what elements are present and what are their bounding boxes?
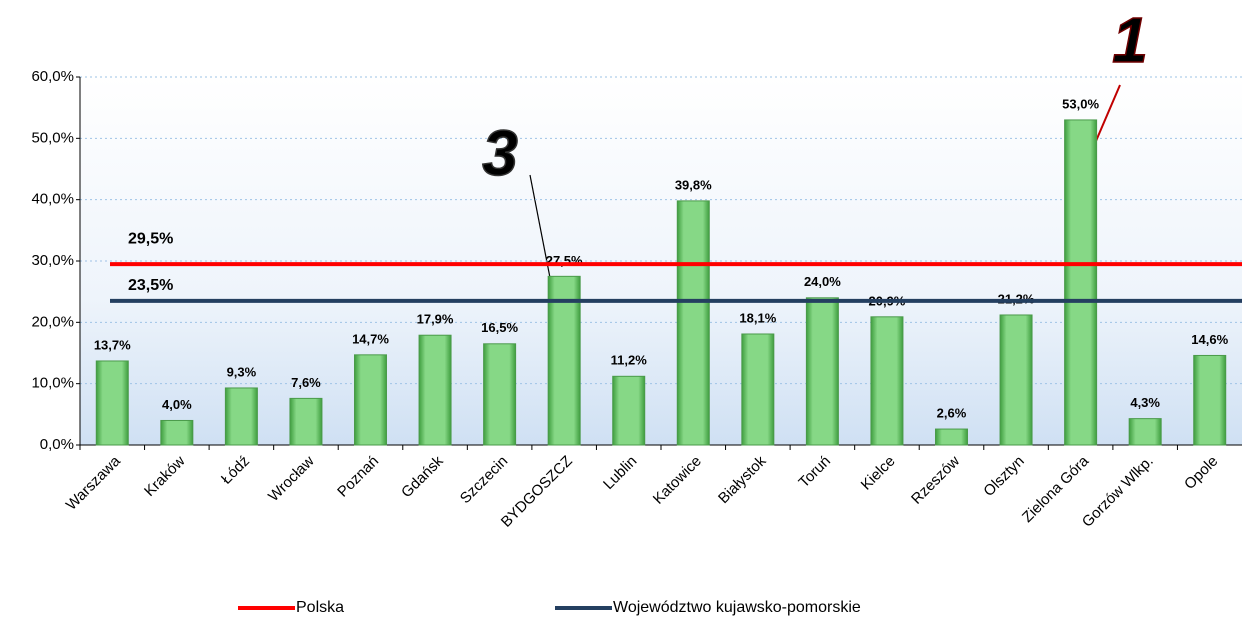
- x-tick-label: Gdańsk: [398, 452, 447, 501]
- value-label: 4,3%: [1130, 395, 1160, 410]
- value-label: 14,7%: [352, 331, 389, 346]
- bar: [1128, 418, 1162, 446]
- bar: [483, 343, 517, 446]
- reference-label: 29,5%: [128, 230, 173, 247]
- x-tick-label: Poznań: [334, 453, 382, 501]
- x-tick-label: Wrocław: [265, 452, 318, 505]
- bar: [676, 200, 710, 446]
- x-tick-label: Łódź: [218, 453, 253, 488]
- bar: [547, 275, 581, 446]
- y-tick-label: 60,0%: [31, 68, 74, 85]
- legend-label: Województwo kujawsko-pomorskie: [613, 599, 861, 616]
- annotation: 1: [1112, 4, 1148, 76]
- value-label: 39,8%: [675, 177, 712, 192]
- annotation: 3: [482, 117, 518, 189]
- value-label: 13,7%: [94, 337, 131, 352]
- value-label: 17,9%: [417, 312, 454, 327]
- x-tick-label: Szczecin: [457, 453, 511, 507]
- value-label: 4,0%: [162, 397, 192, 412]
- y-tick-label: 10,0%: [31, 375, 74, 392]
- bar: [612, 375, 646, 446]
- y-tick-label: 30,0%: [31, 252, 74, 269]
- bar: [1064, 119, 1098, 446]
- bar: [354, 354, 387, 446]
- value-label: 2,6%: [937, 405, 967, 420]
- x-tick-label: Toruń: [795, 453, 834, 492]
- value-label: 16,5%: [481, 320, 518, 335]
- reference-label: 23,5%: [128, 277, 173, 294]
- value-label: 24,0%: [804, 274, 841, 289]
- bar: [999, 314, 1033, 446]
- y-tick-label: 20,0%: [31, 313, 74, 330]
- y-tick-label: 40,0%: [31, 191, 74, 208]
- bar: [1193, 354, 1227, 446]
- bar: [289, 397, 323, 446]
- value-label: 53,0%: [1062, 96, 1099, 111]
- value-label: 9,3%: [227, 364, 257, 379]
- bar: [418, 334, 452, 446]
- annotation-arrow: [529, 174, 553, 289]
- x-tick-label: Opole: [1181, 453, 1221, 493]
- x-tick-label: Białystok: [715, 452, 770, 507]
- y-tick-label: 50,0%: [31, 129, 74, 146]
- value-label: 18,1%: [739, 310, 776, 325]
- value-label: 7,6%: [291, 375, 321, 390]
- bar: [95, 360, 129, 446]
- bar: [741, 333, 775, 446]
- value-label: 11,2%: [611, 353, 648, 368]
- x-tick-label: Olsztyn: [980, 453, 1027, 500]
- bar: [805, 297, 839, 446]
- x-tick-label: Kielce: [858, 453, 899, 494]
- x-tick-label: Katowice: [650, 453, 705, 508]
- x-tick-label: Kraków: [141, 453, 189, 501]
- bar: [935, 428, 968, 446]
- legend-label: Polska: [296, 599, 344, 616]
- x-tick-label: Rzeszów: [908, 453, 963, 508]
- x-tick-label: Lublin: [600, 453, 640, 493]
- x-tick-label: Warszawa: [63, 452, 125, 514]
- y-tick-label: 0,0%: [40, 436, 74, 453]
- bar: [870, 316, 904, 446]
- bar: [224, 387, 258, 446]
- bar: [160, 419, 194, 446]
- value-label: 14,6%: [1191, 332, 1228, 347]
